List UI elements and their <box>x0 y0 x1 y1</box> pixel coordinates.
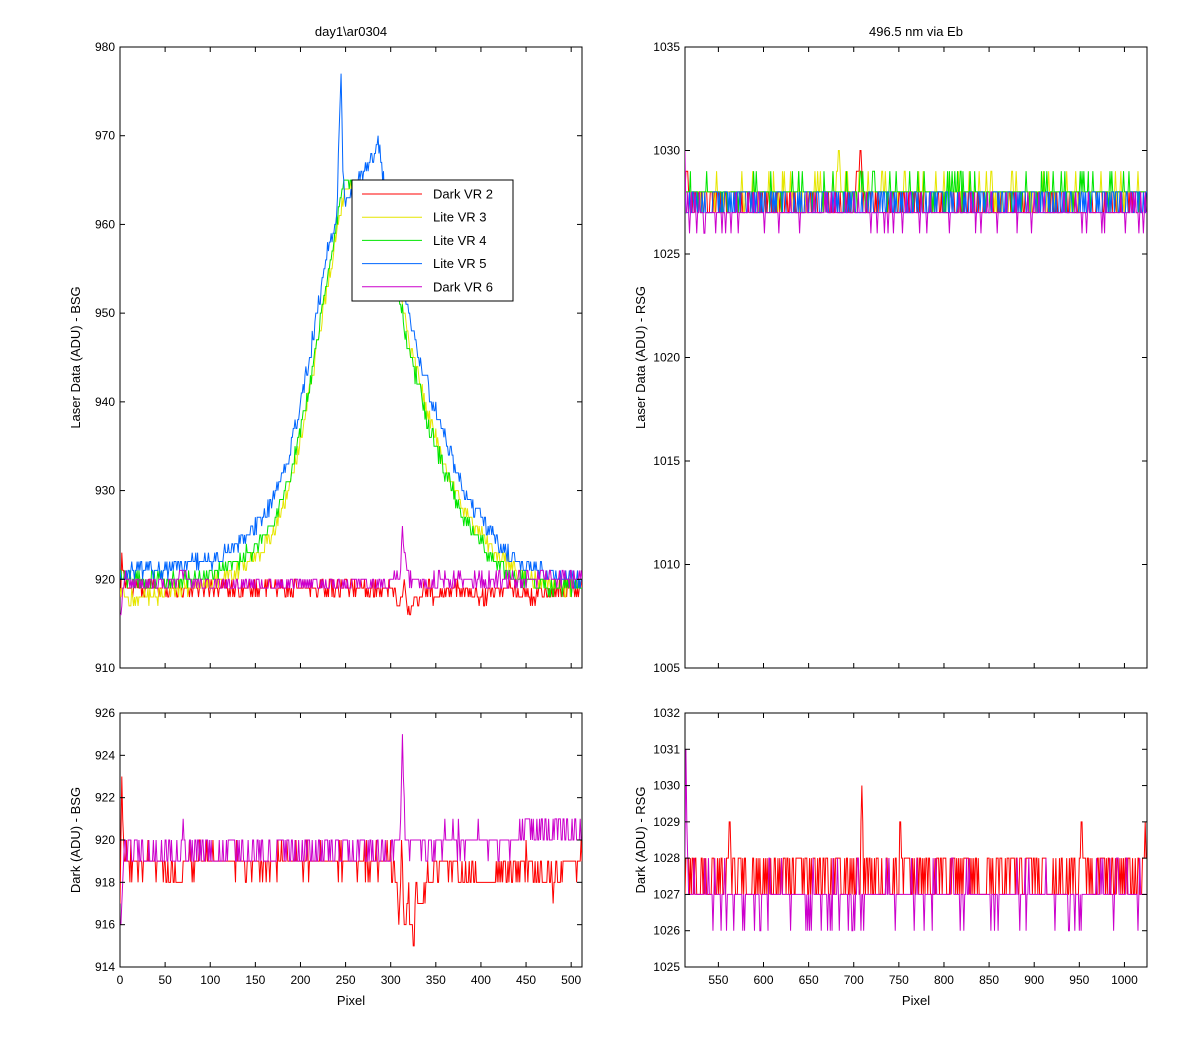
y-tick-label: 930 <box>95 484 115 498</box>
panel-top-left: 910 920 930 940 950 960 970 980 day1\ar0304 Laser… <box>68 24 583 675</box>
series-group <box>685 150 1147 234</box>
x-tick-label: 50 <box>158 973 172 987</box>
y-tick-label: 914 <box>95 960 115 974</box>
chart-title: day1\ar0304 <box>315 24 387 39</box>
y-tick-label: 940 <box>95 395 115 409</box>
y-tick-label: 1025 <box>653 960 680 974</box>
y-tick-label: 960 <box>95 217 115 231</box>
y-tick-label: 1015 <box>653 454 680 468</box>
x-tick-label: 550 <box>708 973 728 987</box>
x-tick-label: 750 <box>889 973 909 987</box>
x-tick-label: 500 <box>561 973 581 987</box>
y-axis-label: Dark (ADU) - RSG <box>633 787 648 894</box>
y-tick-label: 1027 <box>653 887 680 901</box>
x-tick-label: 800 <box>934 973 954 987</box>
y-axis-label: Dark (ADU) - BSG <box>68 787 83 893</box>
series-line-dark-vr-6 <box>120 526 582 616</box>
y-axis-label: Laser Data (ADU) - BSG <box>68 286 83 428</box>
y-tick-label: 910 <box>95 661 115 675</box>
x-tick-label: 850 <box>979 973 999 987</box>
legend-entry: Lite VR 4 <box>433 233 486 248</box>
y-tick-label: 916 <box>95 918 115 932</box>
y-tick-label: 1005 <box>653 661 680 675</box>
y-tick-label: 920 <box>95 572 115 586</box>
y-tick-label: 926 <box>95 706 115 720</box>
x-tick-label: 950 <box>1069 973 1089 987</box>
legend: Dark VR 2 Lite VR 3 Lite VR 4 Lite VR 5 Dark… <box>351 179 514 302</box>
plot-area <box>684 46 1148 669</box>
x-tick-label: 600 <box>753 973 773 987</box>
panel-top-right: 1005 1010 1015 1020 1025 1030 1035 496.5 nm via… <box>633 24 1148 675</box>
x-tick-label: 250 <box>336 973 356 987</box>
series-line-dark-vr-6 <box>120 734 582 926</box>
x-tick-label: 0 <box>117 973 124 987</box>
series-group <box>120 73 582 616</box>
y-tick-label: 1026 <box>653 924 680 938</box>
legend-entry: Dark VR 6 <box>433 279 493 294</box>
series-line-lite-vr-4 <box>120 179 582 598</box>
x-tick-label: 1000 <box>1111 973 1138 987</box>
y-tick-label: 970 <box>95 129 115 143</box>
y-tick-label: 922 <box>95 791 115 805</box>
y-tick-label: 1025 <box>653 247 680 261</box>
x-axis-label: Pixel <box>337 993 365 1008</box>
x-tick-label: 450 <box>516 973 536 987</box>
y-tick-label: 950 <box>95 306 115 320</box>
y-tick-label: 918 <box>95 875 115 889</box>
x-tick-label: 400 <box>471 973 491 987</box>
y-tick-label: 1028 <box>653 851 680 865</box>
series-line-lite-vr-5 <box>120 73 582 589</box>
y-tick-label: 1010 <box>653 558 680 572</box>
x-tick-label: 150 <box>245 973 265 987</box>
y-tick-label: 920 <box>95 833 115 847</box>
x-tick-label: 200 <box>290 973 310 987</box>
legend-entry: Lite VR 5 <box>433 256 486 271</box>
x-tick-label: 300 <box>381 973 401 987</box>
y-tick-label: 1030 <box>653 144 680 158</box>
y-tick-label: 1031 <box>653 742 680 756</box>
x-tick-label: 350 <box>426 973 446 987</box>
series-line-dark-vr-6 <box>685 749 1147 932</box>
x-tick-label: 900 <box>1024 973 1044 987</box>
legend-entry: Dark VR 2 <box>433 187 493 202</box>
series-group <box>120 734 582 947</box>
panel-bottom-right: 1025 1026 1027 1028 1029 1030 1031 1032 550 600 65… <box>633 706 1148 1008</box>
legend-entry: Lite VR 3 <box>433 210 486 225</box>
series-group <box>685 749 1147 932</box>
y-tick-label: 1035 <box>653 40 680 54</box>
y-axis-label: Laser Data (ADU) - RSG <box>633 286 648 429</box>
y-tick-label: 1032 <box>653 706 680 720</box>
y-tick-label: 980 <box>95 40 115 54</box>
x-tick-label: 700 <box>844 973 864 987</box>
y-tick-label: 924 <box>95 748 115 762</box>
x-tick-label: 100 <box>200 973 220 987</box>
y-tick-label: 1030 <box>653 779 680 793</box>
series-line-dark-vr-6 <box>685 150 1147 234</box>
x-tick-label: 650 <box>799 973 819 987</box>
panel-bottom-left: 914 916 918 920 922 924 926 0 50 100 150 200 250 300 3… <box>68 706 583 1008</box>
chart-title: 496.5 nm via Eb <box>869 24 963 39</box>
series-line-lite-vr-5 <box>685 191 1147 214</box>
x-axis-label: Pixel <box>902 993 930 1008</box>
y-tick-label: 1029 <box>653 815 680 829</box>
y-tick-label: 1020 <box>653 351 680 365</box>
